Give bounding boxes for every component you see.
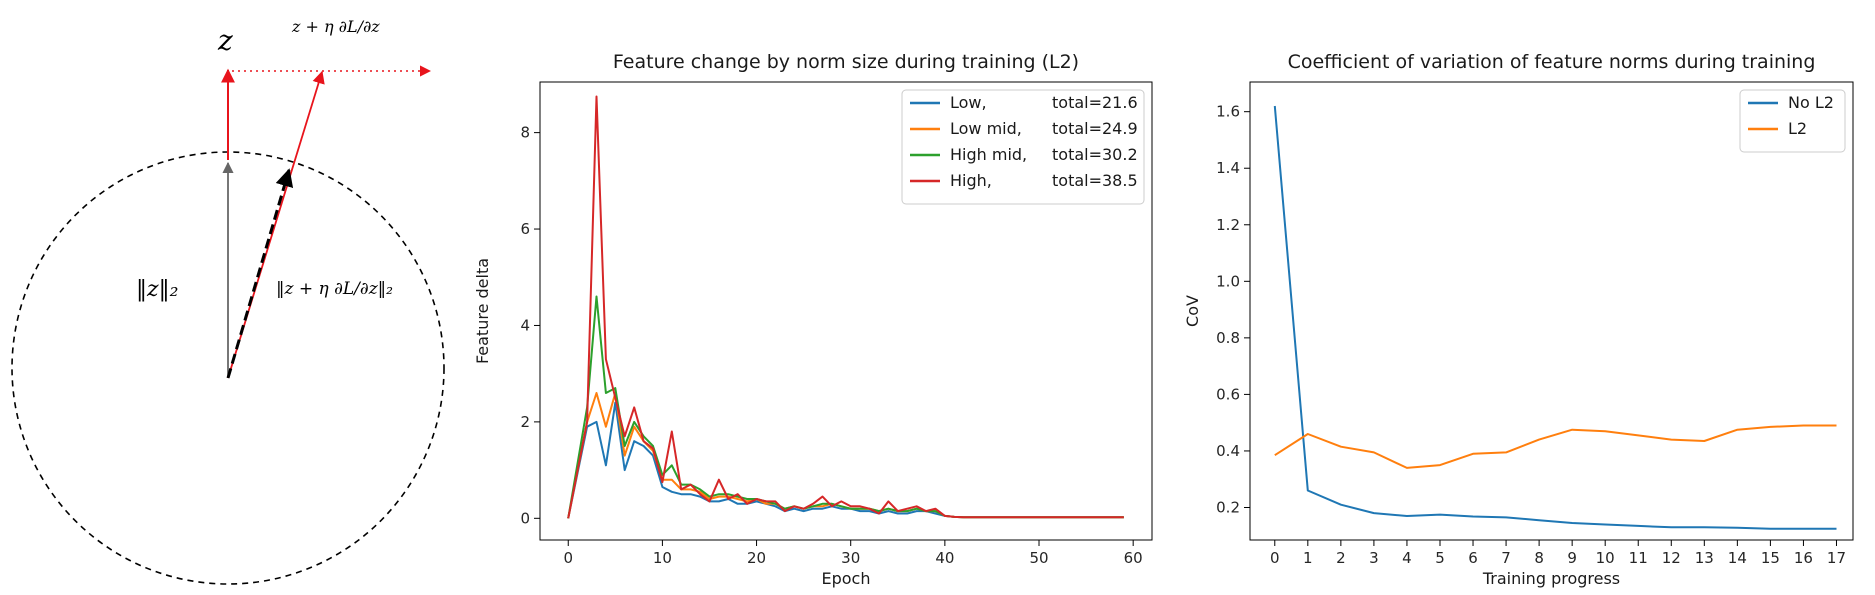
y-tick-label: 4 (520, 316, 530, 334)
legend-entry-total: total=38.5 (1052, 171, 1138, 190)
legend: No L2 L2 (1739, 89, 1846, 153)
y-tick-label: 0 (520, 509, 530, 527)
y-tick-label: 6 (520, 220, 530, 238)
plot-frame (539, 81, 1153, 541)
y-tick-label: 1.4 (1216, 159, 1240, 177)
y-tick-label: 0.4 (1216, 442, 1240, 460)
x-tick-label: 4 (1402, 549, 1412, 567)
x-tick-label: 2 (1336, 549, 1346, 567)
legend-entry-name: No L2 (1788, 93, 1834, 112)
label-update-norm: ‖z + η ∂L/∂z‖₂ (276, 279, 393, 299)
x-tick-label: 9 (1567, 549, 1577, 567)
x-tick-label: 0 (563, 549, 573, 567)
x-tick-label: 17 (1827, 549, 1846, 567)
x-tick-label: 1 (1303, 549, 1313, 567)
label-z: z (217, 24, 233, 57)
x-tick-label: 13 (1695, 549, 1714, 567)
y-axis-label: Feature delta (473, 258, 492, 364)
y-tick-label: 8 (520, 124, 530, 142)
y-tick-label: 1.6 (1216, 103, 1240, 121)
chart-title: Coefficient of variation of feature norm… (1288, 51, 1816, 73)
y-tick-label: 0.2 (1216, 498, 1240, 516)
series-line (567, 392, 1124, 519)
series-line (1274, 424, 1837, 469)
series-line (567, 295, 1124, 519)
plot-frame (1249, 81, 1854, 541)
x-tick-label: 60 (1124, 549, 1143, 567)
y-tick-label: 0.8 (1216, 329, 1240, 347)
label-norm: ‖z‖₂ (136, 277, 178, 302)
series-lines (567, 95, 1124, 519)
label-update: z + η ∂L/∂z (291, 17, 380, 36)
legend-entry-total: total=24.9 (1052, 119, 1138, 138)
x-tick-label: 5 (1435, 549, 1445, 567)
x-axis-label: Training progress (1482, 569, 1620, 588)
legend-entry-name: High mid, (950, 145, 1027, 164)
x-tick-label: 15 (1761, 549, 1780, 567)
x-tick-label: 14 (1728, 549, 1747, 567)
normalized-arrow-dashed (226, 168, 294, 379)
legend-entry-name: L2 (1788, 119, 1807, 138)
series-line (567, 95, 1124, 519)
chart-title: Feature change by norm size during train… (613, 51, 1079, 73)
legend-entry-name: Low mid, (950, 119, 1022, 138)
x-tick-label: 7 (1501, 549, 1511, 567)
x-tick-label: 8 (1534, 549, 1544, 567)
axis-ticks: 0 10 20 30 40 50 60 0 2 4 6 8 (520, 124, 1142, 567)
legend-box (1739, 89, 1846, 153)
legend-entry-total: total=21.6 (1052, 93, 1138, 112)
y-tick-label: 2 (520, 413, 530, 431)
gradient-norm-diagram: z z + η ∂L/∂z ‖z‖₂ ‖z + η ∂L/∂z‖₂ (11, 17, 445, 585)
legend-entry-total: total=30.2 (1052, 145, 1138, 164)
series-line (567, 401, 1124, 519)
y-tick-label: 0.6 (1216, 385, 1240, 403)
x-tick-label: 0 (1270, 549, 1280, 567)
x-tick-label: 30 (841, 549, 860, 567)
axis-ticks: 0 1 2 3 4 5 6 7 8 9 10 11 12 13 14 15 16 170.20.40.60.81.… (1216, 103, 1846, 567)
y-tick-label: 1.2 (1216, 216, 1240, 234)
x-tick-label: 3 (1369, 549, 1379, 567)
chart-feature-change: Feature change by norm size during train… (473, 51, 1153, 588)
series-lines (1273, 105, 1837, 530)
legend-box (901, 89, 1145, 205)
x-tick-label: 6 (1468, 549, 1478, 567)
x-axis-label: Epoch (822, 569, 871, 588)
x-tick-label: 10 (653, 549, 672, 567)
x-tick-label: 16 (1794, 549, 1813, 567)
x-tick-label: 10 (1596, 549, 1615, 567)
series-line (1273, 105, 1837, 530)
y-axis-label: CoV (1183, 295, 1202, 327)
legend: Low, total=21.6 Low mid, total=24.9 High mid… (901, 89, 1145, 205)
legend-entry-name: Low, (950, 93, 987, 112)
x-tick-label: 11 (1629, 549, 1648, 567)
legend-entry-name: High, (950, 171, 992, 190)
x-tick-label: 20 (747, 549, 766, 567)
x-tick-label: 50 (1029, 549, 1048, 567)
x-tick-label: 40 (935, 549, 954, 567)
chart-cov: Coefficient of variation of feature norm… (1183, 51, 1854, 588)
y-tick-label: 1.0 (1216, 272, 1240, 290)
x-tick-label: 12 (1662, 549, 1681, 567)
